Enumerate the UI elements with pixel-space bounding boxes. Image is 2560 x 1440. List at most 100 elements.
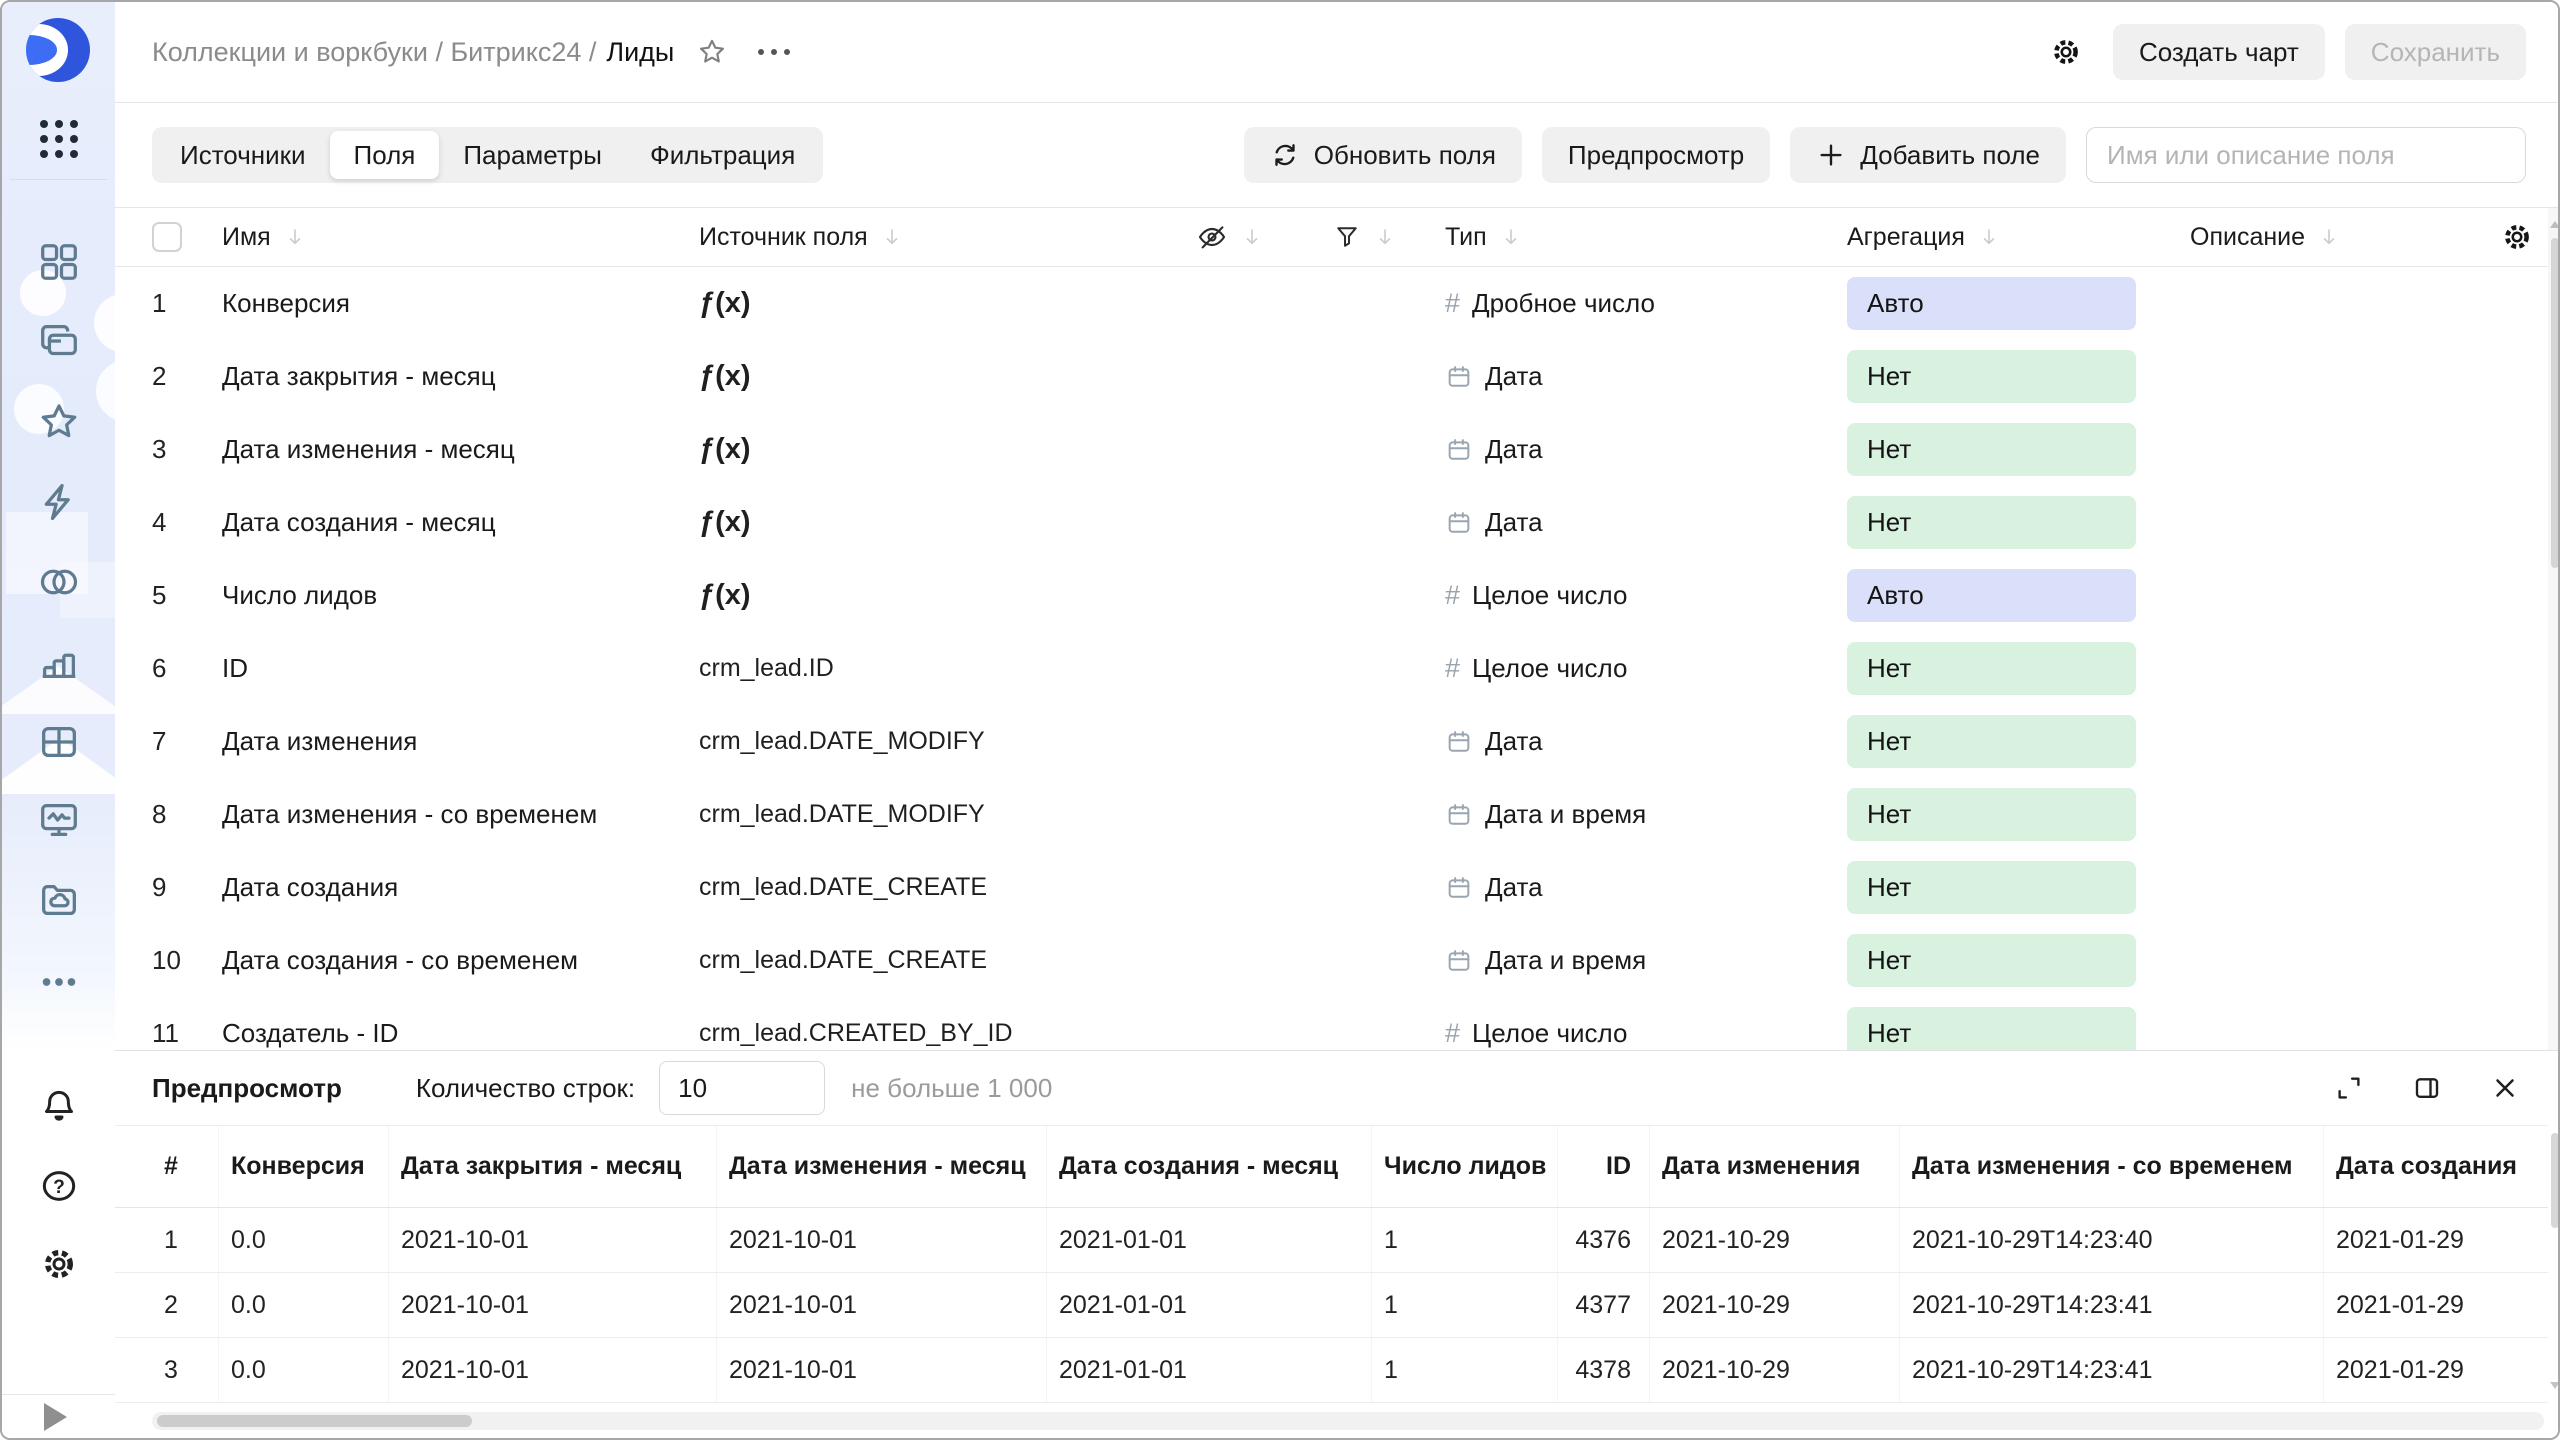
field-type[interactable]: # Целое число — [1445, 653, 1847, 684]
field-type[interactable]: # Целое число — [1445, 1018, 1847, 1049]
field-row[interactable]: 4 Дата создания - месяц ƒ(x) Дата Нет — [115, 486, 2558, 559]
aggregation-select[interactable]: Авто — [1847, 277, 2136, 330]
star-icon[interactable] — [36, 399, 82, 445]
aggregation-select[interactable]: Нет — [1847, 1007, 2136, 1051]
split-panel-icon[interactable] — [2412, 1073, 2442, 1103]
field-name[interactable]: Дата изменения - со временем — [222, 799, 598, 829]
scroll-down-arrow[interactable] — [2550, 1382, 2558, 1394]
aggregation-select[interactable]: Нет — [1847, 496, 2136, 549]
column-header-type[interactable]: Тип — [1445, 223, 1847, 252]
scrollbar-thumb[interactable] — [157, 1415, 472, 1427]
select-all-checkbox[interactable] — [152, 222, 182, 252]
aggregation-select[interactable]: Нет — [1847, 861, 2136, 914]
favorite-star-icon[interactable] — [696, 36, 728, 68]
sort-icon[interactable] — [283, 225, 307, 249]
field-source[interactable]: crm_lead.DATE_MODIFY — [699, 800, 985, 828]
field-row[interactable]: 2 Дата закрытия - месяц ƒ(x) Дата Нет — [115, 340, 2558, 413]
field-source[interactable]: crm_lead.DATE_CREATE — [699, 873, 988, 901]
field-type[interactable]: # Целое число — [1445, 580, 1847, 611]
field-source[interactable]: ƒ(x) — [699, 287, 751, 319]
fields-vertical-scrollbar[interactable] — [2548, 208, 2558, 1051]
monitoring-icon[interactable] — [36, 797, 82, 843]
maximize-icon[interactable] — [2334, 1073, 2364, 1103]
field-type[interactable]: Дата — [1445, 872, 1847, 903]
field-source[interactable]: ƒ(x) — [699, 506, 751, 538]
preview-vertical-scrollbar[interactable] — [2548, 1127, 2558, 1398]
aggregation-select[interactable]: Нет — [1847, 715, 2136, 768]
expand-sidebar-button[interactable] — [44, 1403, 67, 1431]
tab-parameters[interactable]: Параметры — [463, 139, 602, 170]
field-row[interactable]: 1 Конверсия ƒ(x) # Дробное число Авто — [115, 267, 2558, 340]
add-field-button[interactable]: Добавить поле — [1790, 127, 2066, 183]
scrollbar-thumb[interactable] — [2551, 238, 2558, 568]
cloud-folder-icon[interactable] — [36, 877, 82, 923]
field-source[interactable]: ƒ(x) — [699, 360, 751, 392]
field-row[interactable]: 6 ID crm_lead.ID # Целое число Нет — [115, 632, 2558, 705]
create-chart-button[interactable]: Создать чарт — [2112, 24, 2325, 80]
column-header-source[interactable]: Источник поля — [699, 223, 1196, 252]
settings-gear-icon[interactable] — [36, 1241, 82, 1287]
save-button[interactable]: Сохранить — [2344, 24, 2526, 80]
column-header-filter[interactable] — [1333, 223, 1445, 251]
field-name[interactable]: Дата создания — [222, 872, 399, 902]
field-type[interactable]: Дата — [1445, 726, 1847, 757]
scrollbar-thumb[interactable] — [2551, 1133, 2558, 1228]
field-name[interactable]: Конверсия — [222, 288, 351, 318]
table-settings-gear-icon[interactable] — [2472, 220, 2558, 254]
more-icon[interactable] — [36, 959, 82, 1005]
tab-sources[interactable]: Источники — [180, 139, 306, 170]
close-icon[interactable] — [2490, 1073, 2520, 1103]
more-menu-icon[interactable] — [758, 49, 791, 55]
row-count-input[interactable] — [659, 1061, 826, 1115]
field-name[interactable]: Дата закрытия - месяц — [222, 361, 496, 391]
field-name[interactable]: Число лидов — [222, 580, 378, 610]
field-row[interactable]: 3 Дата изменения - месяц ƒ(x) Дата Нет — [115, 413, 2558, 486]
dataset-settings-gear-icon[interactable] — [2049, 35, 2083, 69]
squares-icon[interactable] — [36, 239, 82, 285]
field-type[interactable]: Дата — [1445, 361, 1847, 392]
breadcrumb-current[interactable]: Лиды — [606, 36, 675, 67]
field-type[interactable]: # Дробное число — [1445, 288, 1847, 319]
field-source[interactable]: crm_lead.ID — [699, 654, 834, 682]
datalens-logo[interactable] — [26, 18, 90, 82]
aggregation-select[interactable]: Нет — [1847, 788, 2136, 841]
field-row[interactable]: 8 Дата изменения - со временем crm_lead.… — [115, 778, 2558, 851]
breadcrumb[interactable]: Коллекции и воркбуки / Битрикс24 / — [152, 36, 597, 67]
field-source[interactable]: crm_lead.DATE_CREATE — [699, 946, 988, 974]
column-header-hidden[interactable] — [1196, 221, 1333, 253]
bell-icon[interactable] — [36, 1083, 82, 1129]
bar-chart-icon[interactable] — [36, 639, 82, 685]
aggregation-select[interactable]: Нет — [1847, 642, 2136, 695]
field-name[interactable]: ID — [222, 653, 248, 683]
sort-icon[interactable] — [1240, 225, 1264, 249]
column-header-name[interactable]: Имя — [222, 223, 699, 252]
field-row[interactable]: 11 Создатель - ID crm_lead.CREATED_BY_ID… — [115, 997, 2558, 1051]
aggregation-select[interactable]: Нет — [1847, 934, 2136, 987]
field-row[interactable]: 7 Дата изменения crm_lead.DATE_MODIFY Да… — [115, 705, 2558, 778]
table-icon[interactable] — [36, 719, 82, 765]
aggregation-select[interactable]: Авто — [1847, 569, 2136, 622]
field-row[interactable]: 9 Дата создания crm_lead.DATE_CREATE Дат… — [115, 851, 2558, 924]
field-type[interactable]: Дата и время — [1445, 945, 1847, 976]
field-source[interactable]: ƒ(x) — [699, 433, 751, 465]
field-type[interactable]: Дата — [1445, 507, 1847, 538]
sort-icon[interactable] — [2317, 225, 2341, 249]
aggregation-select[interactable]: Нет — [1847, 423, 2136, 476]
sort-icon[interactable] — [1499, 225, 1523, 249]
refresh-fields-button[interactable]: Обновить поля — [1243, 127, 1522, 183]
preview-horizontal-scrollbar[interactable] — [152, 1412, 2544, 1430]
linked-circles-icon[interactable] — [36, 559, 82, 605]
field-source[interactable]: crm_lead.CREATED_BY_ID — [699, 1019, 1013, 1047]
field-name[interactable]: Создатель - ID — [222, 1018, 399, 1048]
field-name[interactable]: Дата создания - месяц — [222, 507, 496, 537]
scroll-up-arrow[interactable] — [2550, 216, 2558, 228]
sort-icon[interactable] — [1373, 225, 1397, 249]
field-name[interactable]: Дата изменения — [222, 726, 418, 756]
preview-toggle-button[interactable]: Предпросмотр — [1541, 127, 1771, 183]
field-source[interactable]: ƒ(x) — [699, 579, 751, 611]
sort-icon[interactable] — [1977, 225, 2001, 249]
sort-icon[interactable] — [880, 225, 904, 249]
column-header-aggregation[interactable]: Агрегация — [1847, 223, 2190, 252]
field-name[interactable]: Дата изменения - месяц — [222, 434, 515, 464]
field-type[interactable]: Дата и время — [1445, 799, 1847, 830]
